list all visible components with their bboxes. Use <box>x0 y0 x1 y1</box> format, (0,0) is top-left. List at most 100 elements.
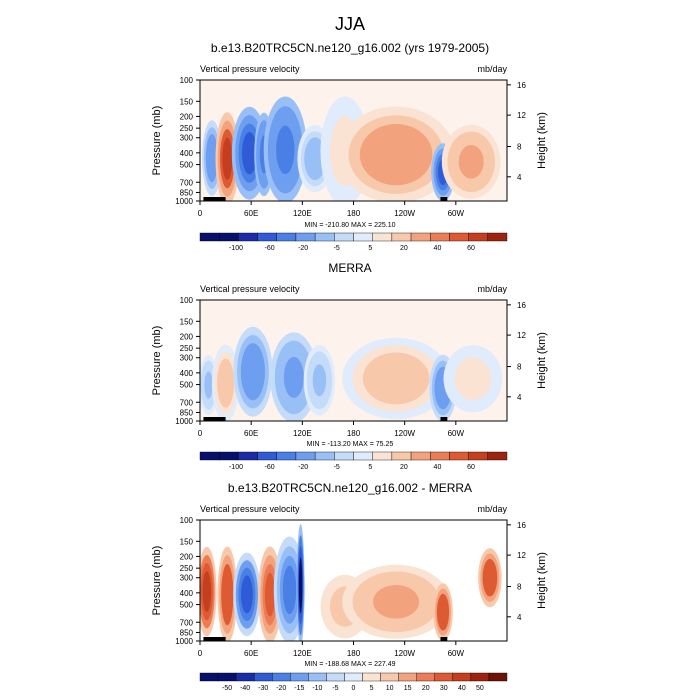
y-tick-label: 400 <box>180 369 194 378</box>
colorbar-box <box>430 451 450 461</box>
colorbar-label: 20 <box>400 464 408 471</box>
panel-1: b.e13.B20TRC5CN.ne120_g16.002 (yrs 1979-… <box>151 41 548 252</box>
stats-text: MIN = -113.20 MAX = 75.25 <box>307 441 394 448</box>
y-right-tick-label: 12 <box>517 111 526 120</box>
colorbar-label: -50 <box>222 685 232 692</box>
y-right-tick-label: 8 <box>517 583 522 592</box>
panel-right-label: mb/day <box>477 504 507 514</box>
contour-region-3-level-4 <box>241 575 253 614</box>
contour-region-10-level-4 <box>458 145 484 179</box>
y-tick-label: 250 <box>180 344 194 353</box>
x-tick-label: 60E <box>244 649 258 658</box>
figure-title: JJA <box>335 14 365 34</box>
colorbar-box <box>295 451 316 461</box>
colorbar-box <box>391 451 412 461</box>
y-tick-label: 200 <box>180 552 194 561</box>
colorbar-box <box>253 672 273 682</box>
contour-region-3-level-4 <box>242 132 257 175</box>
contour-region-6-level-4 <box>373 359 420 397</box>
colorbar-box <box>487 451 508 461</box>
colorbar-box <box>449 451 469 461</box>
x-tick-label: 60W <box>448 209 465 218</box>
y-right-tick-label: 4 <box>517 613 522 622</box>
colorbar-box <box>235 672 255 682</box>
colorbar-box <box>218 451 239 461</box>
colorbar-box <box>452 672 472 682</box>
colorbar-box <box>314 451 335 461</box>
colorbar-box <box>238 232 258 242</box>
contour-region-9-level-4 <box>438 599 448 626</box>
plot-area <box>200 80 507 201</box>
y-tick-label: 100 <box>180 516 194 525</box>
y-axis-right-label: Height (km) <box>536 552 548 609</box>
colorbar-label: 15 <box>404 685 412 692</box>
x-tick-label: 0 <box>198 209 203 218</box>
y-axis-right-label: Height (km) <box>536 332 548 389</box>
y-axis-right-label: Height (km) <box>536 112 548 169</box>
colorbar-label: -5 <box>332 685 338 692</box>
topography-1 <box>203 417 226 421</box>
x-tick-label: 180 <box>347 649 361 658</box>
y-axis-label: Pressure (mb) <box>151 106 163 176</box>
contour-region-4-level-4 <box>264 572 275 617</box>
topography-1 <box>203 197 226 201</box>
contour-region-8-level-4 <box>460 363 486 395</box>
colorbar-box <box>362 672 381 682</box>
colorbar-label: -40 <box>240 685 250 692</box>
plot-area <box>200 520 507 641</box>
colorbar-box <box>257 232 277 242</box>
x-tick-label: 0 <box>198 429 203 438</box>
colorbar-box <box>372 232 393 242</box>
x-tick-label: 120E <box>293 649 312 658</box>
y-tick-label: 1000 <box>175 417 193 426</box>
colorbar-box <box>391 232 412 242</box>
panel-title: b.e13.B20TRC5CN.ne120_g16.002 (yrs 1979-… <box>211 41 489 55</box>
y-right-tick-label: 8 <box>517 143 522 152</box>
colorbar-box <box>199 451 220 461</box>
topography-2 <box>440 197 448 201</box>
colorbar-box <box>272 672 291 682</box>
contour-region-5-level-4 <box>312 364 327 397</box>
panels-container: b.e13.B20TRC5CN.ne120_g16.002 (yrs 1979-… <box>151 41 548 692</box>
colorbar-label: 30 <box>440 685 448 692</box>
contour-region-8-level-4 <box>373 585 420 619</box>
topography-2 <box>440 637 448 641</box>
y-tick-label: 200 <box>180 332 194 341</box>
x-tick-label: 60E <box>244 209 258 218</box>
contour-region-1-level-4 <box>204 371 213 399</box>
x-tick-label: 0 <box>198 649 203 658</box>
y-tick-label: 150 <box>180 537 194 546</box>
y-tick-label: 500 <box>180 161 194 170</box>
colorbar-label: 5 <box>368 245 372 252</box>
y-tick-label: 400 <box>180 589 194 598</box>
y-tick-label: 250 <box>180 124 194 133</box>
stats-text: MIN = -210.80 MAX = 225.10 <box>304 222 395 229</box>
y-tick-label: 150 <box>180 97 194 106</box>
y-tick-label: 300 <box>180 574 194 583</box>
colorbar-label: 20 <box>400 245 408 252</box>
panel-right-label: mb/day <box>477 64 507 74</box>
y-right-tick-label: 16 <box>517 81 526 90</box>
colorbar-label: -100 <box>229 464 243 471</box>
panel-right-label: mb/day <box>477 284 507 294</box>
colorbar-label: 60 <box>467 245 475 252</box>
colorbar-box <box>199 232 220 242</box>
colorbar-box <box>217 672 237 682</box>
y-tick-label: 100 <box>180 296 194 305</box>
panel-left-label: Vertical pressure velocity <box>200 284 300 294</box>
colorbar-label: 20 <box>422 685 430 692</box>
x-tick-label: 60E <box>244 429 258 438</box>
colorbar-box <box>353 451 373 461</box>
panel-title: MERRA <box>328 261 371 275</box>
panel-title: b.e13.B20TRC5CN.ne120_g16.002 - MERRA <box>228 481 472 495</box>
colorbar-box <box>487 232 508 242</box>
y-right-tick-label: 16 <box>517 301 526 310</box>
contour-region-6-level-4 <box>307 143 323 174</box>
y-right-tick-label: 16 <box>517 521 526 530</box>
colorbar-label: 5 <box>368 464 372 471</box>
colorbar-label: -5 <box>334 464 340 471</box>
colorbar-label: 10 <box>386 685 394 692</box>
colorbar-label: -60 <box>264 245 274 252</box>
y-tick-label: 1000 <box>175 197 193 206</box>
colorbar-label: -10 <box>312 685 322 692</box>
